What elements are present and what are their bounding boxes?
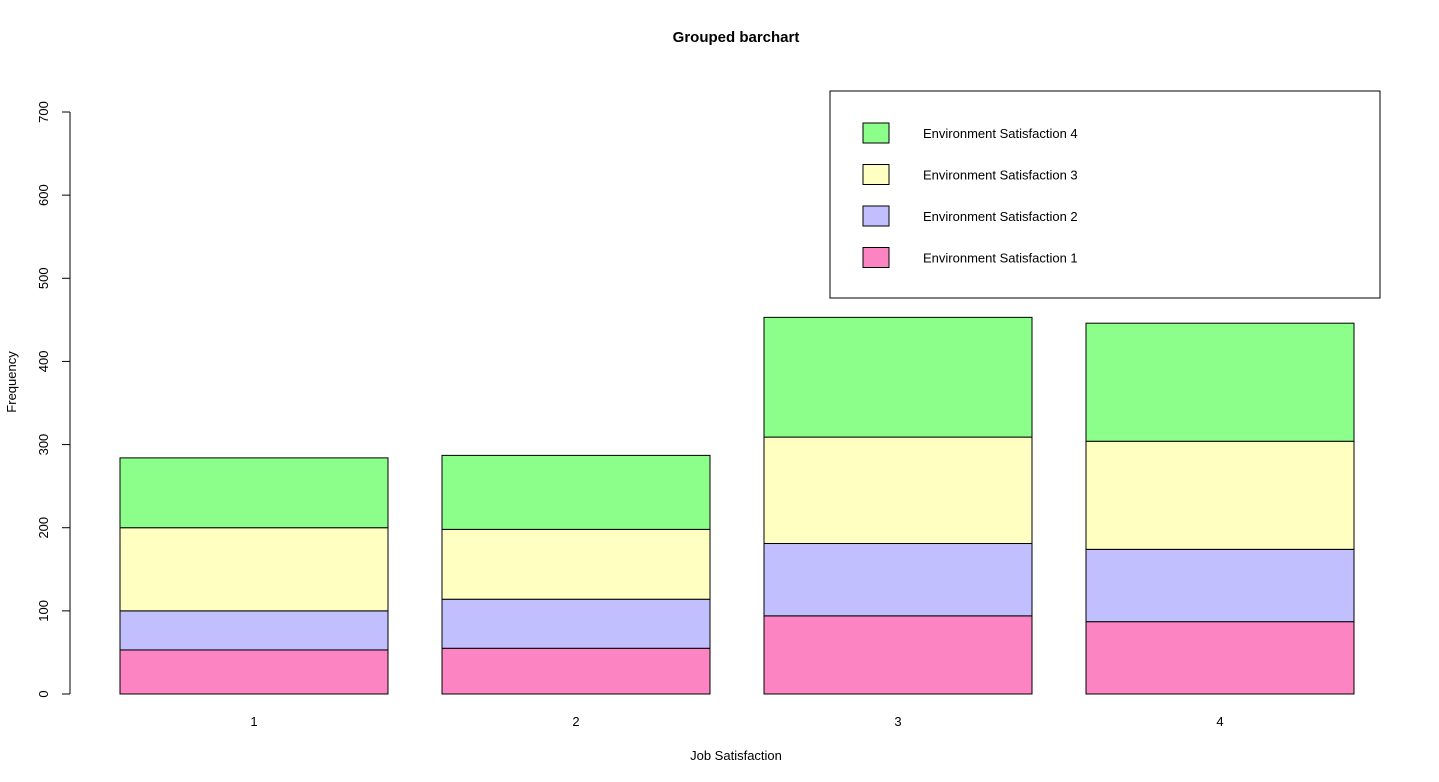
- x-axis-label: Job Satisfaction: [690, 748, 782, 763]
- y-tick-label: 100: [36, 600, 51, 622]
- bar-segment: [119, 527, 389, 612]
- bar-segment: [1085, 440, 1355, 550]
- y-axis: 0 100 200 300 400 500 600 700: [36, 101, 71, 698]
- legend-label: Environment Satisfaction 2: [923, 209, 1078, 224]
- x-tick-label: 2: [572, 714, 579, 729]
- legend-swatch: [862, 205, 890, 227]
- legend-label: Environment Satisfaction 3: [923, 168, 1078, 183]
- bar-segment: [441, 528, 711, 600]
- bar-segment: [763, 316, 1033, 438]
- bar-segment: [119, 649, 389, 695]
- x-tick-label: 1: [250, 714, 257, 729]
- y-tick-label: 0: [36, 690, 51, 697]
- bar-segment: [441, 598, 711, 649]
- bar-segment: [763, 436, 1033, 545]
- y-axis-label: Frequency: [4, 351, 19, 413]
- legend-swatch: [862, 247, 890, 268]
- legend-swatch: [862, 164, 890, 185]
- y-tick-label: 300: [36, 434, 51, 456]
- legend-label: Environment Satisfaction 4: [923, 126, 1078, 141]
- legend-box: [829, 90, 1381, 299]
- x-axis-ticks: 1 2 3 4: [250, 714, 1223, 729]
- x-tick-label: 4: [1216, 714, 1223, 729]
- bars: [119, 316, 1355, 695]
- bar-segment: [1085, 621, 1355, 695]
- bar-segment: [441, 454, 711, 530]
- bar-segment: [1085, 548, 1355, 623]
- x-tick-label: 3: [894, 714, 901, 729]
- bar-segment: [763, 543, 1033, 617]
- y-tick-label: 500: [36, 267, 51, 289]
- y-tick-label: 200: [36, 517, 51, 539]
- legend-swatch: [862, 122, 890, 144]
- chart-title: Grouped barchart: [673, 29, 800, 46]
- y-tick-label: 600: [36, 184, 51, 206]
- legend-label: Environment Satisfaction 1: [923, 251, 1078, 266]
- legend: Environment Satisfaction 4 Environment Sa…: [829, 90, 1381, 299]
- bar-segment: [763, 615, 1033, 695]
- bar-segment: [1085, 322, 1355, 442]
- y-tick-label: 400: [36, 351, 51, 373]
- y-tick-label: 700: [36, 101, 51, 123]
- bar-segment: [119, 457, 389, 529]
- bar-segment: [119, 610, 389, 651]
- bar-segment: [441, 647, 711, 695]
